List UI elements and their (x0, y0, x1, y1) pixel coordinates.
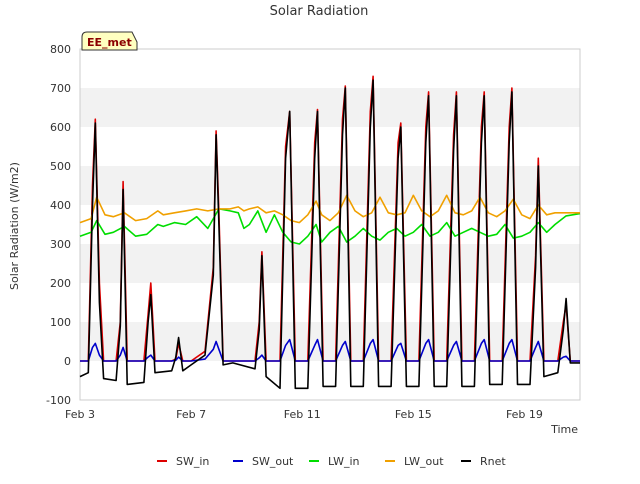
x-tick-label: Feb 7 (176, 408, 206, 421)
y-tick-label: 500 (50, 160, 71, 173)
station-badge: EE_met (81, 31, 138, 51)
series-line-rnet (79, 79, 580, 390)
y-tick-label: 800 (50, 43, 71, 56)
grid-band (80, 322, 580, 361)
legend-label: SW_out (252, 455, 294, 468)
series-line-lw-in (79, 208, 581, 245)
legend-label: LW_in (328, 455, 360, 468)
grid-band (80, 49, 580, 88)
x-tick-labels: Feb 3 Feb 7 Feb 11 Feb 15 Feb 19 (65, 408, 543, 421)
y-tick-label: 600 (50, 121, 71, 134)
x-axis-label: Time (550, 423, 578, 436)
x-tick-label: Feb 3 (65, 408, 95, 421)
grid-band (80, 88, 580, 127)
legend-label: Rnet (480, 455, 506, 468)
grid-band (80, 361, 580, 400)
x-tick-label: Feb 11 (284, 408, 321, 421)
y-tick-label: -100 (46, 394, 71, 407)
y-tick-label: 200 (50, 277, 71, 290)
chart-title: Solar Radiation (270, 4, 369, 19)
y-tick-label: 700 (50, 82, 71, 95)
y-tick-label: 100 (50, 316, 71, 329)
series-line-lw-out (79, 194, 580, 224)
station-badge-box (81, 31, 138, 51)
y-tick-label: 0 (64, 355, 71, 368)
grid-band (80, 205, 580, 244)
legend-label: SW_in (176, 455, 209, 468)
y-tick-labels: -100 0 100 200 300 400 500 600 700 800 (46, 43, 71, 407)
series-lines (79, 75, 581, 390)
legend: SW_in SW_out LW_in LW_out Rnet (157, 455, 506, 468)
y-tick-label: 300 (50, 238, 71, 251)
y-axis-label: Solar Radiation (W/m2) (8, 162, 21, 290)
legend-label: LW_out (404, 455, 444, 468)
x-tick-label: Feb 15 (395, 408, 432, 421)
plot-frame (79, 48, 581, 401)
grid-bands (80, 49, 580, 400)
y-tick-label: 400 (50, 199, 71, 212)
station-badge-label: EE_met (87, 36, 132, 49)
grid-band (80, 283, 580, 322)
series-line-sw-out (80, 338, 580, 362)
grid-band (80, 166, 580, 205)
grid-band (80, 127, 580, 166)
x-tick-label: Feb 19 (506, 408, 543, 421)
grid-band (80, 244, 580, 283)
